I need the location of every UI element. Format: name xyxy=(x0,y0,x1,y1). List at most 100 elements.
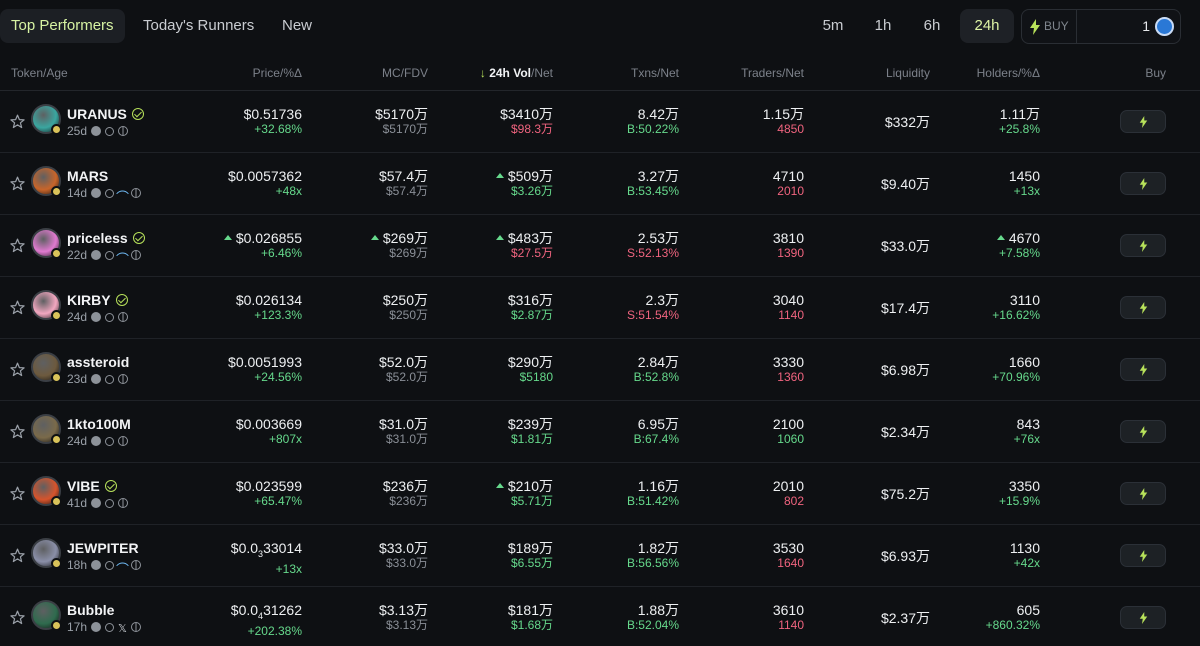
table-row[interactable]: priceless 22d $0.026855 +6.46% $269万 $269万 $48… xyxy=(0,215,1200,277)
timeframe-5m[interactable]: 5m xyxy=(822,17,844,34)
x-icon[interactable]: 𝕏 xyxy=(118,623,127,635)
table-row[interactable]: KIRBY 24d $0.026134 +123.3% $250万 $250万 $316万 $… xyxy=(0,277,1200,339)
favorite-star-icon[interactable] xyxy=(10,610,25,625)
community-icon[interactable] xyxy=(91,560,102,570)
globe-icon[interactable] xyxy=(118,374,129,384)
col-price[interactable]: Price/%Δ xyxy=(252,66,302,80)
liquidity: $33.0万 xyxy=(880,238,930,254)
search-icon[interactable] xyxy=(105,127,115,136)
community-icon[interactable] xyxy=(91,312,102,322)
favorite-star-icon[interactable] xyxy=(10,424,25,439)
traders: 1.15万 xyxy=(762,106,804,122)
quick-buy-button[interactable] xyxy=(1120,420,1166,443)
token-name[interactable]: priceless xyxy=(67,230,145,246)
buy-amount-input[interactable]: 1 xyxy=(1142,18,1150,34)
favorite-star-icon[interactable] xyxy=(10,176,25,191)
token-name[interactable]: assteroid xyxy=(67,354,130,370)
table-row[interactable]: URANUS 25d $0.51736 +32.68% $5170万 $5170万 $341… xyxy=(0,91,1200,153)
feather-icon[interactable] xyxy=(116,249,129,262)
mc-cell: $269万 $269万 xyxy=(370,230,428,261)
table-row[interactable]: Bubble 17h 𝕏 $0.0431262 +202.38% $3.13万 $3.13万… xyxy=(0,587,1200,646)
price: $0.51736 xyxy=(243,106,302,122)
tab-todays-runners[interactable]: Today's Runners xyxy=(143,17,255,34)
search-icon[interactable] xyxy=(105,623,115,632)
globe-icon[interactable] xyxy=(118,436,129,446)
top-bar: Top Performers Today's Runners New 5m 1h… xyxy=(0,0,1200,56)
community-icon[interactable] xyxy=(91,436,102,446)
col-traders[interactable]: Traders/Net xyxy=(741,66,804,80)
quick-buy-button[interactable] xyxy=(1120,482,1166,505)
col-mc-fdv[interactable]: MC/FDV xyxy=(382,66,428,80)
community-icon[interactable] xyxy=(91,250,102,260)
favorite-star-icon[interactable] xyxy=(10,486,25,501)
verified-icon xyxy=(132,232,145,244)
globe-icon[interactable] xyxy=(131,250,142,260)
holders-cell: 1660 +70.96% xyxy=(992,354,1040,385)
quick-buy-button[interactable] xyxy=(1120,296,1166,319)
search-icon[interactable] xyxy=(105,437,115,446)
price-cell: $0.023599 +65.47% xyxy=(236,478,302,509)
price-change: +24.56% xyxy=(254,370,302,384)
globe-icon[interactable] xyxy=(131,560,142,570)
tab-top-performers[interactable]: Top Performers xyxy=(0,9,125,43)
col-holders[interactable]: Holders/%Δ xyxy=(976,66,1040,80)
token-name[interactable]: URANUS xyxy=(67,106,144,122)
feather-icon[interactable] xyxy=(116,187,129,200)
holders-cell: 843 +76x xyxy=(1014,416,1040,447)
quick-buy-button[interactable] xyxy=(1120,544,1166,567)
globe-icon[interactable] xyxy=(118,126,129,136)
token-name[interactable]: JEWPITER xyxy=(67,540,139,556)
globe-icon[interactable] xyxy=(130,622,141,632)
quick-buy-amount[interactable]: BUY 1 xyxy=(1021,9,1181,44)
token-name[interactable]: Bubble xyxy=(67,602,115,618)
feather-icon[interactable] xyxy=(116,559,129,572)
table-row[interactable]: JEWPITER 18h $0.0333014 +13x $33.0万 $33.0万 $18… xyxy=(0,525,1200,587)
quick-buy-button[interactable] xyxy=(1120,110,1166,133)
favorite-star-icon[interactable] xyxy=(10,114,25,129)
search-icon[interactable] xyxy=(105,313,115,322)
timeframe-24h[interactable]: 24h xyxy=(960,9,1014,43)
table-row[interactable]: VIBE 41d $0.023599 +65.47% $236万 $236万 $210万 $5… xyxy=(0,463,1200,525)
globe-icon[interactable] xyxy=(131,188,142,198)
trend-up-icon xyxy=(495,235,504,240)
header-divider xyxy=(0,90,1200,91)
favorite-star-icon[interactable] xyxy=(10,300,25,315)
token-name[interactable]: MARS xyxy=(67,168,109,184)
table-row[interactable]: 1kto100M 24d $0.003669 +807x $31.0万 $31.0万 $23… xyxy=(0,401,1200,463)
volume: $210万 xyxy=(495,478,553,494)
tab-new[interactable]: New xyxy=(282,17,313,34)
price: $0.023599 xyxy=(235,478,302,494)
token-name[interactable]: KIRBY xyxy=(67,292,128,308)
quick-buy-button[interactable] xyxy=(1120,172,1166,195)
table-row[interactable]: MARS 14d $0.0057362 +48x $57.4万 $57.4万 $509万 $3… xyxy=(0,153,1200,215)
col-24h-vol[interactable]: ↓ 24h Vol/Net xyxy=(479,66,553,80)
timeframe-1h[interactable]: 1h xyxy=(874,17,892,34)
favorite-star-icon[interactable] xyxy=(10,548,25,563)
community-icon[interactable] xyxy=(91,622,102,632)
community-icon[interactable] xyxy=(91,126,102,136)
fdv: $33.0万 xyxy=(385,556,428,570)
search-icon[interactable] xyxy=(105,499,115,508)
globe-icon[interactable] xyxy=(118,312,129,322)
col-liquidity[interactable]: Liquidity xyxy=(885,66,930,80)
mc-cell: $5170万 $5170万 xyxy=(375,106,428,137)
quick-buy-button[interactable] xyxy=(1120,234,1166,257)
favorite-star-icon[interactable] xyxy=(10,238,25,253)
search-icon[interactable] xyxy=(105,251,115,260)
favorite-star-icon[interactable] xyxy=(10,362,25,377)
traders-net: 1390 xyxy=(777,246,804,260)
community-icon[interactable] xyxy=(91,498,102,508)
token-name[interactable]: 1kto100M xyxy=(67,416,131,432)
globe-icon[interactable] xyxy=(118,498,129,508)
table-row[interactable]: assteroid 23d $0.0051993 +24.56% $52.0万 $52.0… xyxy=(0,339,1200,401)
community-icon[interactable] xyxy=(91,188,102,198)
quick-buy-button[interactable] xyxy=(1120,606,1166,629)
search-icon[interactable] xyxy=(105,561,115,570)
timeframe-6h[interactable]: 6h xyxy=(923,17,941,34)
quick-buy-button[interactable] xyxy=(1120,358,1166,381)
token-name[interactable]: VIBE xyxy=(67,478,117,494)
community-icon[interactable] xyxy=(91,374,102,384)
search-icon[interactable] xyxy=(105,189,115,198)
search-icon[interactable] xyxy=(105,375,115,384)
col-txns[interactable]: Txns/Net xyxy=(630,66,679,80)
